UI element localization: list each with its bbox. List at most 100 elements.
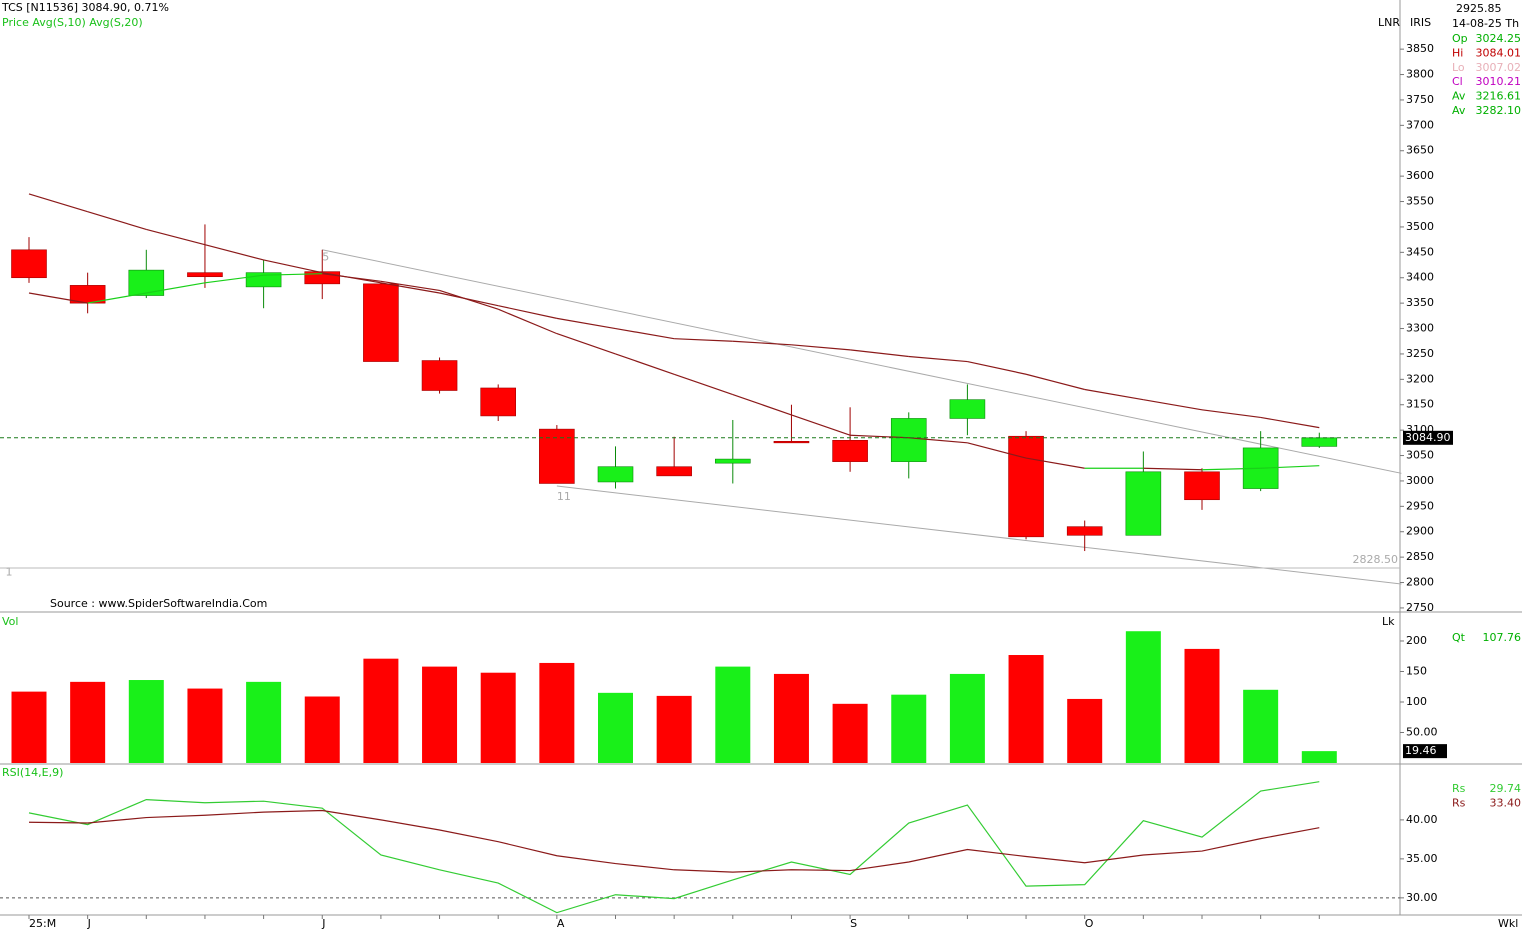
- moving-average: [497, 308, 558, 335]
- candle-body: [949, 399, 986, 419]
- info-label: Av: [1452, 90, 1466, 103]
- moving-average: [1201, 467, 1261, 471]
- y-tick-label: 2950: [1406, 499, 1434, 512]
- moving-average: [28, 193, 88, 213]
- moving-average: [380, 280, 440, 292]
- moving-average: [204, 244, 264, 261]
- candle-body: [832, 439, 868, 462]
- volume-bar: [11, 691, 47, 763]
- volume-bar: [539, 662, 575, 763]
- volume-bar: [949, 673, 985, 763]
- candle-body: [656, 466, 692, 477]
- volume-bar: [304, 696, 340, 763]
- y-tick-label: 3850: [1406, 42, 1434, 55]
- moving-average: [1260, 416, 1320, 429]
- y-tick-label: 2900: [1406, 525, 1434, 538]
- y-tick-label: 3000: [1406, 474, 1434, 487]
- info-value: 3084.01: [1476, 46, 1522, 59]
- candle-body: [363, 283, 399, 362]
- candle-body: [773, 441, 810, 444]
- moving-average: [556, 317, 616, 330]
- panel-title: Vol: [2, 615, 18, 628]
- period: Wkl: [1498, 917, 1518, 930]
- qt-label: Qt: [1452, 631, 1466, 644]
- volume-bar: [715, 666, 751, 763]
- cursor-date: 14-08-25 Th: [1452, 17, 1519, 30]
- volume-bar: [1008, 655, 1044, 763]
- volume-bar: [480, 672, 516, 763]
- trendline: [556, 485, 1402, 585]
- candle-body: [1184, 471, 1220, 501]
- info-label: Lo: [1452, 61, 1465, 74]
- legend-name: Rs: [1452, 782, 1466, 795]
- y-tick-label: 3650: [1406, 144, 1434, 157]
- y-tick-label: 2750: [1406, 601, 1434, 614]
- x-tick-label: J: [321, 917, 325, 930]
- volume-bar: [128, 680, 164, 763]
- x-tick-label: 25:M: [29, 917, 56, 930]
- candle-body: [128, 269, 165, 296]
- panel-title: RSI(14,E,9): [2, 766, 63, 779]
- volume-bar: [422, 666, 458, 763]
- info-value: 3007.02: [1476, 61, 1522, 74]
- moving-average: [87, 292, 147, 304]
- info-value: 3024.25: [1476, 32, 1522, 45]
- scale-mode: LNR: [1378, 16, 1400, 29]
- candle-body: [597, 466, 634, 483]
- volume-bar: [1184, 648, 1220, 763]
- candle-body: [187, 272, 223, 278]
- moving-average: [732, 394, 792, 416]
- info-value: 3216.61: [1476, 90, 1522, 103]
- y-tick-label: 3550: [1406, 195, 1434, 208]
- symbol-header: TCS [N11536] 3084.90, 0.71%: [1, 1, 169, 14]
- y-tick-label: 3300: [1406, 322, 1434, 335]
- moving-average: [87, 211, 147, 231]
- y-tick-label: 3350: [1406, 296, 1434, 309]
- candle-body: [539, 428, 575, 484]
- y-tick-label: 50.00: [1406, 725, 1438, 738]
- moving-average: [967, 360, 1027, 375]
- volume-bar: [1067, 698, 1103, 763]
- candle-body: [421, 360, 458, 391]
- rsi-line: [28, 809, 1320, 873]
- moving-average: [615, 327, 675, 340]
- volume-bar: [656, 695, 692, 763]
- moving-average: [1025, 373, 1085, 391]
- y-tick-label: 2800: [1406, 576, 1434, 589]
- candle-body: [1066, 526, 1103, 536]
- moving-average: [380, 282, 440, 294]
- legend-value: 33.40: [1490, 796, 1522, 809]
- moving-average: [791, 344, 851, 351]
- annotation: 1: [6, 565, 13, 578]
- candle-body: [1125, 471, 1162, 536]
- x-tick-label: O: [1085, 917, 1094, 930]
- moving-average: [908, 355, 968, 363]
- moving-average: [498, 305, 557, 319]
- x-tick-label: A: [557, 917, 565, 930]
- moving-average: [1143, 467, 1203, 471]
- moving-average: [322, 272, 382, 284]
- y-tick-label: 35.00: [1406, 852, 1438, 865]
- y-tick-label: 3450: [1406, 245, 1434, 258]
- candle-body: [11, 249, 47, 279]
- volume-bar: [363, 658, 399, 763]
- volume-bar: [187, 688, 223, 763]
- last-price-label: 3084.90: [1405, 431, 1451, 444]
- qt-value: 107.76: [1483, 631, 1522, 644]
- moving-average: [967, 442, 1027, 459]
- volume-bar: [1243, 689, 1279, 763]
- x-tick-label: S: [850, 917, 857, 930]
- x-tick-label: J: [87, 917, 91, 930]
- moving-average: [146, 228, 206, 246]
- info-label: Av: [1452, 104, 1466, 117]
- candle-body: [1008, 435, 1044, 538]
- moving-average: [439, 292, 499, 307]
- moving-average: [1084, 388, 1144, 401]
- moving-average: [28, 292, 88, 304]
- volume-bar: [773, 673, 809, 763]
- y-tick-label: 3700: [1406, 118, 1434, 131]
- y-tick-label: 3800: [1406, 68, 1434, 81]
- y-tick-label: 150: [1406, 664, 1427, 677]
- indicator-legend: Price Avg(S,10) Avg(S,20): [2, 16, 143, 29]
- y-tick-label: 3050: [1406, 449, 1434, 462]
